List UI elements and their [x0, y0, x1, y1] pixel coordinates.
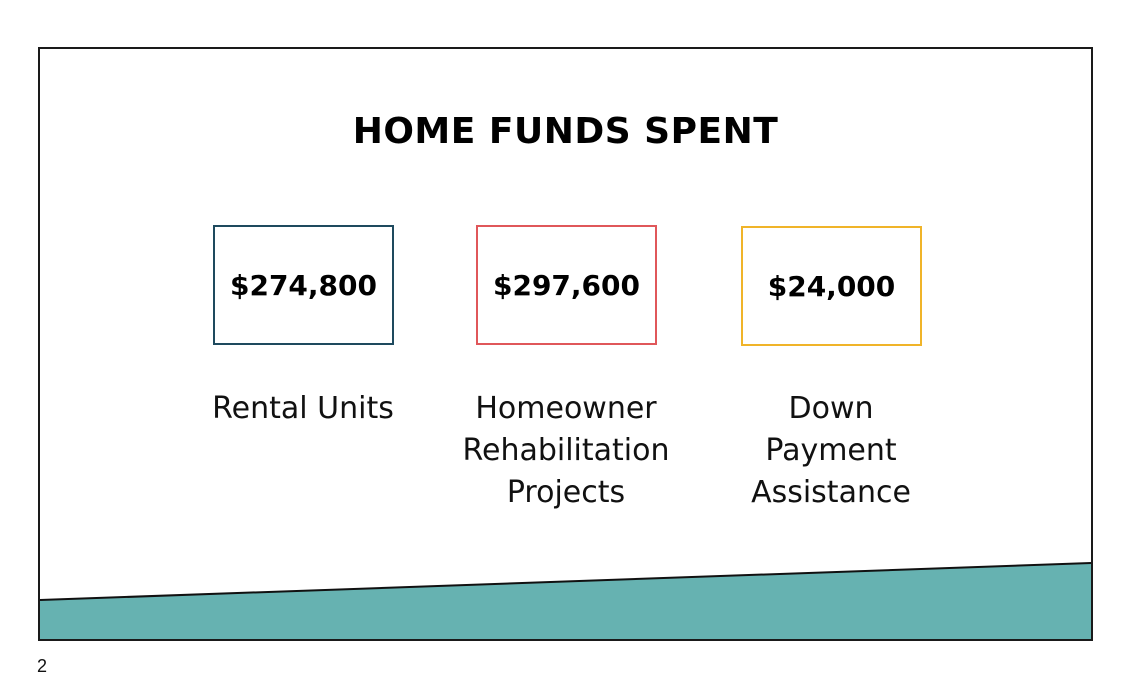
slide: HOME FUNDS SPENT $274,800 $297,600 $24,0… — [38, 47, 1093, 641]
label-line: Down — [788, 391, 874, 426]
slide-title: HOME FUNDS SPENT — [352, 111, 779, 152]
amount-value: $24,000 — [767, 269, 896, 303]
amount-box-homeowner-rehab: $297,600 — [476, 225, 657, 345]
label-line: Rental Units — [212, 391, 394, 426]
category-label-down-payment: Down Payment Assistance — [701, 388, 961, 514]
label-line: Projects — [506, 475, 626, 510]
amount-value: $274,800 — [229, 268, 377, 302]
teal-wedge — [40, 563, 1091, 639]
category-label-homeowner-rehab: Homeowner Rehabilitation Projects — [436, 388, 696, 514]
label-line: Homeowner — [475, 391, 657, 426]
amount-box-down-payment: $24,000 — [741, 226, 922, 346]
page-number: 2 — [37, 656, 48, 676]
wedge-edge-line — [40, 562, 1091, 601]
label-line: Assistance — [751, 475, 911, 510]
teal-footer-band — [40, 562, 1091, 639]
amount-box-rental-units: $274,800 — [213, 225, 394, 345]
category-label-rental-units: Rental Units — [173, 388, 433, 430]
amount-value: $297,600 — [492, 268, 640, 302]
label-line: Rehabilitation — [462, 433, 670, 468]
label-line: Payment — [765, 433, 897, 468]
